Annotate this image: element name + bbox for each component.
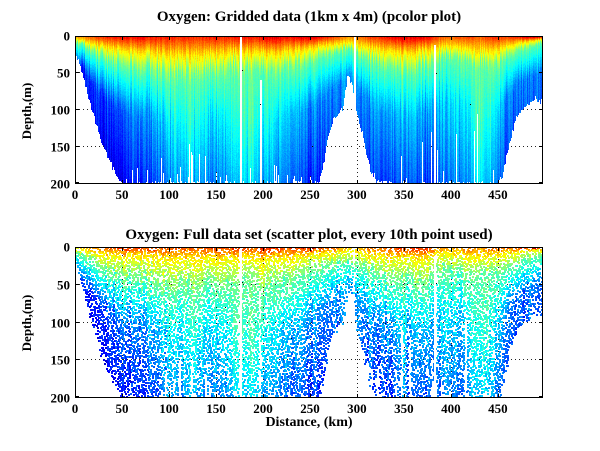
x-tick-label: 0 bbox=[71, 187, 79, 202]
y-tick-label: 150 bbox=[50, 139, 71, 155]
x-tick-label: 50 bbox=[115, 401, 129, 416]
x-tick-label: 150 bbox=[206, 187, 226, 202]
distance-axis-label: Distance, (km) bbox=[265, 415, 353, 430]
x-tick-label: 400 bbox=[441, 401, 461, 416]
x-tick-label: 250 bbox=[300, 401, 320, 416]
x-tick-label: 450 bbox=[488, 401, 508, 416]
scatter-plot-title: Oxygen: Full data set (scatter plot, eve… bbox=[125, 227, 493, 243]
x-tick-label: 200 bbox=[253, 401, 273, 416]
x-tick-label: 300 bbox=[347, 401, 367, 416]
pcolor-plot-title: Oxygen: Gridded data (1km x 4m) (pcolor … bbox=[156, 9, 462, 25]
x-tick-label: 450 bbox=[488, 187, 508, 202]
x-tick-label: 150 bbox=[206, 401, 226, 416]
x-tick-label: 100 bbox=[159, 401, 179, 416]
pcolor-plot-canvas bbox=[75, 36, 543, 184]
x-tick-label: 400 bbox=[441, 187, 461, 202]
x-tick-label: 250 bbox=[300, 187, 320, 202]
y-tick-label: 0 bbox=[63, 28, 71, 44]
y-tick-label: 200 bbox=[50, 176, 71, 192]
x-tick-label: 50 bbox=[115, 187, 129, 202]
x-tick-label: 350 bbox=[394, 187, 414, 202]
y-tick-label: 200 bbox=[50, 390, 71, 406]
scatter-plot-canvas bbox=[75, 247, 543, 398]
x-tick-label: 350 bbox=[394, 401, 414, 416]
x-tick-label: 300 bbox=[347, 187, 367, 202]
x-tick-label: 0 bbox=[71, 401, 79, 416]
x-tick-label: 100 bbox=[159, 187, 179, 202]
y-tick-label: 150 bbox=[50, 352, 71, 368]
y-tick-label: 100 bbox=[50, 315, 71, 330]
y-tick-label: 0 bbox=[63, 239, 71, 255]
y-tick-label: 50 bbox=[57, 277, 70, 293]
y-tick-label: 100 bbox=[50, 102, 71, 118]
y-tick-label: 50 bbox=[57, 65, 70, 81]
x-tick-label: 200 bbox=[253, 187, 273, 202]
